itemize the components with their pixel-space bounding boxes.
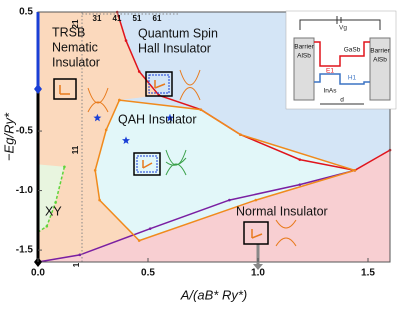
- inset-label: d: [340, 97, 344, 104]
- region-label: Nematic: [52, 40, 98, 54]
- y-tick-label: -1.5: [16, 245, 34, 256]
- x-tick-label: 0.5: [141, 268, 155, 279]
- boundary-point: [45, 224, 49, 228]
- region: [38, 164, 65, 233]
- arrow-head: [253, 264, 263, 270]
- annotation: 61: [153, 14, 162, 23]
- boundary-point: [63, 165, 66, 169]
- boundary-point: [118, 98, 121, 102]
- inset-label: AlSb: [297, 53, 311, 60]
- y-tick-label: 0.5: [19, 7, 33, 18]
- inset-label: Barrier: [294, 44, 314, 51]
- annotation: 11: [71, 145, 80, 154]
- region: [38, 12, 159, 262]
- inset-label: GaSb: [344, 47, 361, 54]
- boundary-point: [137, 239, 141, 242]
- y-tick-label: -1.0: [16, 185, 34, 196]
- region-label: XY: [45, 204, 62, 218]
- boundaries: [36, 10, 392, 264]
- region-label: Hall Insulator: [138, 41, 211, 55]
- boundary-line: [37, 166, 66, 233]
- annotation: 21: [71, 19, 80, 28]
- annotation: 51: [133, 14, 142, 23]
- device-inset: [285, 10, 397, 110]
- region-label: TRSB: [52, 25, 85, 39]
- boundary-point: [298, 183, 302, 186]
- boundary-point: [104, 128, 108, 132]
- boundary-point: [199, 108, 203, 111]
- diamond: [34, 84, 42, 94]
- inset-label: H1: [348, 75, 357, 82]
- star-marker: [166, 113, 174, 122]
- region-label: Quantum Spin: [138, 26, 218, 40]
- star-marker: [122, 136, 130, 144]
- boundary-line: [37, 169, 355, 263]
- inset-label: Barrier: [370, 48, 390, 55]
- boundary-point: [254, 198, 258, 202]
- region-label: QAH Insulator: [118, 112, 197, 126]
- boundary-point: [239, 133, 242, 136]
- annotation: 31: [93, 14, 102, 23]
- boundary-point: [298, 158, 302, 161]
- boundary-point: [124, 39, 128, 42]
- inset-label: E1: [326, 68, 334, 75]
- inset-label: Vg: [339, 25, 347, 32]
- region-label: Normal Insulator: [236, 204, 328, 218]
- boundary-point: [78, 253, 82, 257]
- annotation: 1: [72, 262, 81, 267]
- boundary-point: [353, 169, 357, 172]
- region-label: Insulator: [52, 55, 100, 69]
- x-tick-label: 1.0: [251, 268, 265, 279]
- boundary-point: [137, 70, 141, 73]
- y-tick-label: -0.5: [16, 126, 34, 137]
- boundary-line: [94, 99, 358, 242]
- region: [95, 100, 355, 241]
- x-axis-label: A/(aB* Ry*): [180, 287, 247, 302]
- inset-label: InAs: [323, 88, 337, 95]
- boundary-point: [148, 227, 152, 230]
- boundary-point: [54, 201, 57, 204]
- y-axis-label: −Eg/Ry*: [1, 112, 16, 161]
- boundary-point: [93, 169, 97, 172]
- star-marker: [93, 113, 102, 122]
- phase-icon: [53, 69, 297, 247]
- inset-label: AlSb: [373, 57, 387, 64]
- annotation: 41: [113, 14, 122, 23]
- x-tick-label: 0.0: [31, 268, 45, 279]
- boundary-point: [228, 198, 231, 202]
- boundary-point: [98, 198, 101, 202]
- x-tick-label: 1.5: [361, 268, 375, 279]
